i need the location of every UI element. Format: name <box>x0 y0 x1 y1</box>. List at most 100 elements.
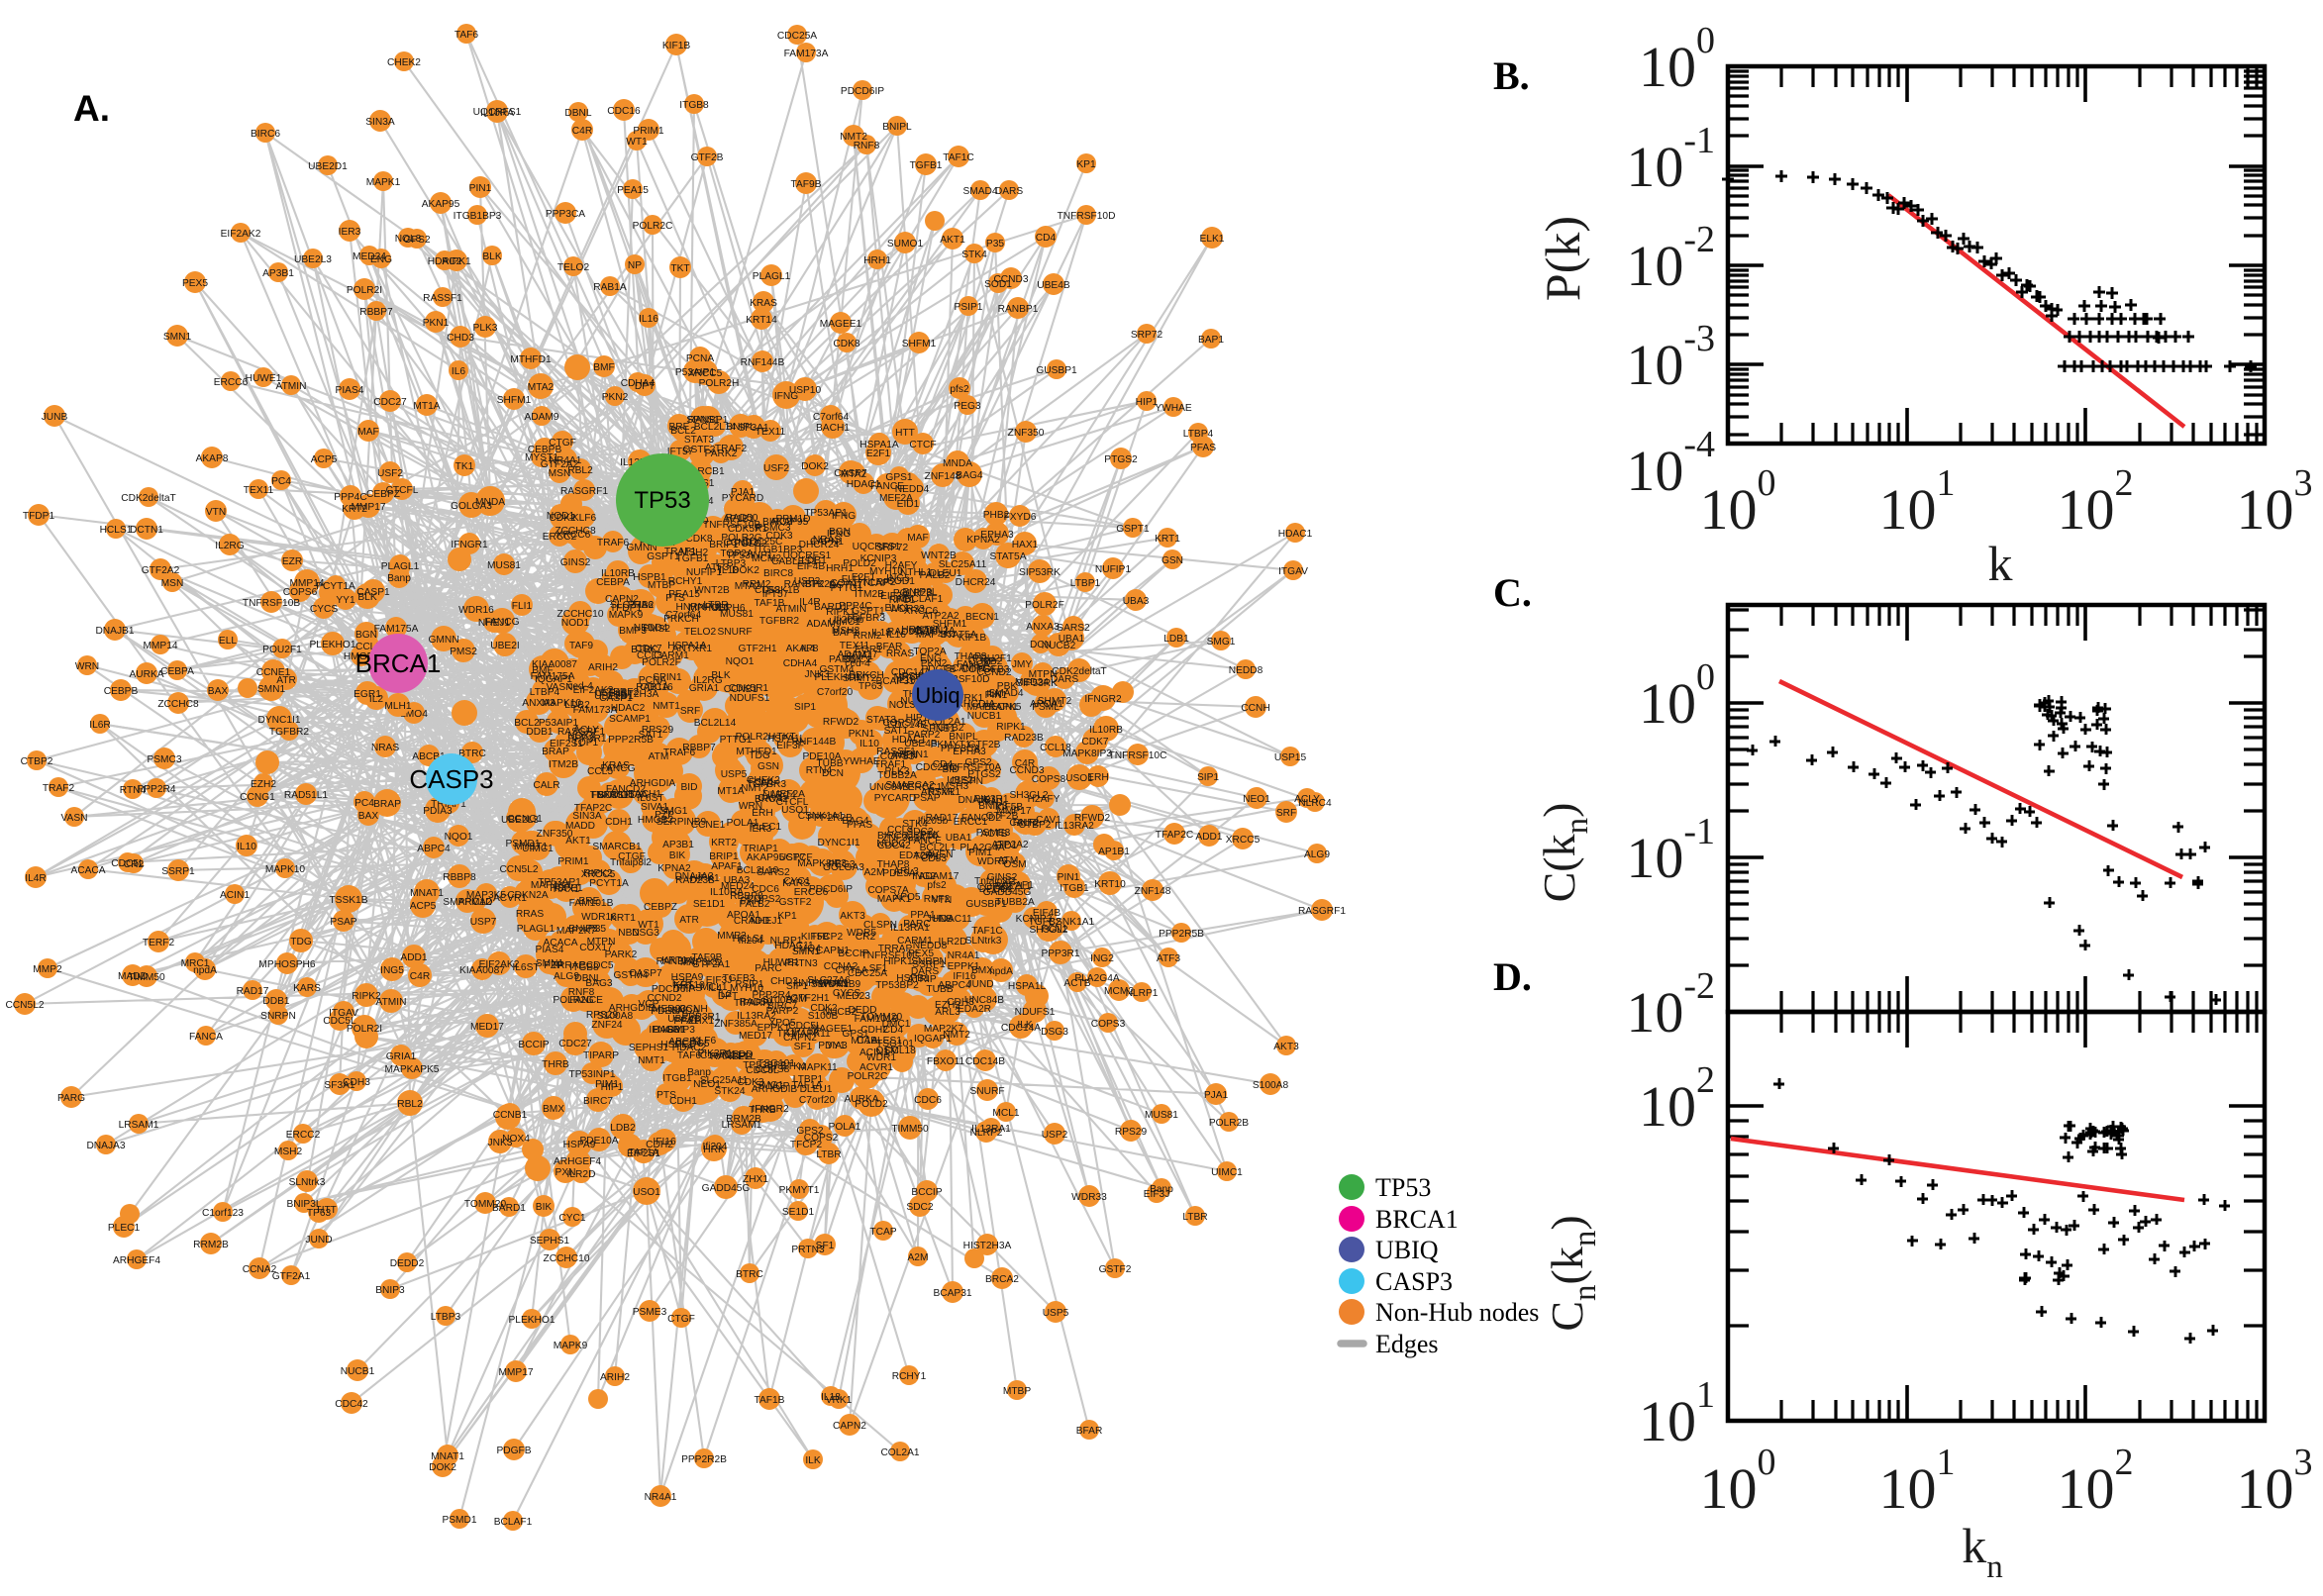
svg-text:GSPT1: GSPT1 <box>1116 524 1150 535</box>
svg-text:CDK8: CDK8 <box>833 339 860 349</box>
svg-text:IL18: IL18 <box>821 1392 841 1403</box>
svg-text:IL6R: IL6R <box>89 720 111 731</box>
svg-text:PKMYT1: PKMYT1 <box>779 1185 820 1196</box>
svg-text:SDC2: SDC2 <box>906 1202 934 1213</box>
svg-text:MED24: MED24 <box>353 251 386 262</box>
svg-text:TSSK1B: TSSK1B <box>329 895 367 906</box>
svg-text:KIAA0087: KIAA0087 <box>459 965 505 976</box>
svg-text:DDB1: DDB1 <box>526 727 554 738</box>
svg-text:C4R: C4R <box>572 126 592 137</box>
svg-text:FAM101B: FAM101B <box>855 1014 899 1025</box>
svg-text:ATF3: ATF3 <box>705 562 729 573</box>
svg-text:NDUFS1: NDUFS1 <box>1015 1007 1056 1018</box>
svg-text:RBL2: RBL2 <box>397 1099 423 1110</box>
svg-text:PPP3R1: PPP3R1 <box>1041 948 1079 959</box>
svg-text:GTF2H1: GTF2H1 <box>790 993 829 1004</box>
svg-text:PRIM1: PRIM1 <box>557 856 588 867</box>
svg-text:PPP2R5B: PPP2R5B <box>608 735 654 746</box>
svg-text:PPP2R5B: PPP2R5B <box>1159 929 1204 940</box>
svg-text:ADD1: ADD1 <box>400 952 428 963</box>
svg-text:OSM: OSM <box>1003 859 1026 870</box>
svg-text:NRAS: NRAS <box>371 743 400 753</box>
svg-text:RRM2B: RRM2B <box>193 1240 229 1250</box>
svg-text:PRIM1: PRIM1 <box>633 126 663 137</box>
svg-text:NP: NP <box>628 260 642 271</box>
svg-text:TIPARP: TIPARP <box>583 1050 619 1061</box>
svg-text:BAX: BAX <box>208 686 229 697</box>
svg-text:PLAGL1: PLAGL1 <box>517 924 556 935</box>
svg-text:USP7: USP7 <box>779 852 806 863</box>
svg-text:TNFRSF10B: TNFRSF10B <box>243 598 301 609</box>
svg-text:MAPK1: MAPK1 <box>366 177 401 188</box>
svg-text:PC4: PC4 <box>271 476 291 487</box>
svg-text:UQCRFS1: UQCRFS1 <box>473 107 522 118</box>
svg-text:PEG3: PEG3 <box>954 401 981 412</box>
svg-text:CHEK2: CHEK2 <box>387 57 421 68</box>
svg-text:PFAS: PFAS <box>1190 443 1216 453</box>
svg-text:TGFBR2: TGFBR2 <box>759 616 800 627</box>
svg-text:UBE2L3: UBE2L3 <box>501 815 539 826</box>
svg-text:WDR33: WDR33 <box>1071 1192 1107 1203</box>
svg-text:BRCA2: BRCA2 <box>755 794 788 805</box>
svg-text:GRIA1: GRIA1 <box>386 1051 417 1062</box>
svg-text:PHB2: PHB2 <box>983 510 1010 521</box>
svg-text:GUSBP1: GUSBP1 <box>965 899 1007 910</box>
svg-text:BID: BID <box>681 782 698 793</box>
svg-text:HSPA1A: HSPA1A <box>859 440 899 450</box>
svg-text:BMP3: BMP3 <box>619 626 647 637</box>
svg-text:BFAR: BFAR <box>1076 1426 1103 1437</box>
svg-text:SE1D1: SE1D1 <box>693 899 726 910</box>
svg-text:IL6ST: IL6ST <box>512 962 539 973</box>
svg-text:CTCFL: CTCFL <box>386 485 419 496</box>
svg-text:NUFIP1: NUFIP1 <box>1095 564 1132 575</box>
svg-text:Ubiq: Ubiq <box>915 683 960 708</box>
svg-text:KRT2: KRT2 <box>342 504 367 515</box>
svg-text:PEA15: PEA15 <box>617 185 649 196</box>
svg-text:NUCB1: NUCB1 <box>341 1366 375 1377</box>
svg-text:CDHA4: CDHA4 <box>783 658 818 669</box>
svg-text:TERF2: TERF2 <box>143 938 175 948</box>
svg-text:CTCF: CTCF <box>909 440 936 450</box>
svg-text:ELL: ELL <box>219 636 237 647</box>
svg-text:HCLS1: HCLS1 <box>733 934 765 945</box>
svg-text:WRN: WRN <box>75 661 99 672</box>
svg-text:SF3A1: SF3A1 <box>324 1080 354 1091</box>
svg-text:COPS6: COPS6 <box>283 587 318 598</box>
svg-text:PIN1: PIN1 <box>1058 872 1080 883</box>
svg-text:MMP14: MMP14 <box>143 641 177 651</box>
svg-text:DSG3: DSG3 <box>1041 1027 1068 1038</box>
svg-text:PBK: PBK <box>997 681 1018 692</box>
svg-text:CTGF: CTGF <box>549 438 576 449</box>
svg-text:PTS: PTS <box>656 1090 676 1101</box>
svg-text:EDA2R: EDA2R <box>958 1004 991 1015</box>
svg-text:MMP2: MMP2 <box>33 964 62 975</box>
svg-text:CDC14B: CDC14B <box>965 1056 1005 1067</box>
svg-text:KIF5B: KIF5B <box>995 802 1024 813</box>
svg-text:D.: D. <box>1493 954 1532 999</box>
svg-text:ABPC4: ABPC4 <box>417 844 451 854</box>
svg-text:SMAD4: SMAD4 <box>962 186 997 197</box>
svg-text:WDR1: WDR1 <box>866 1052 896 1063</box>
svg-text:HIP1: HIP1 <box>1136 397 1159 408</box>
svg-text:CYC1: CYC1 <box>783 876 811 887</box>
svg-text:P35: P35 <box>588 924 606 935</box>
svg-text:LTBR: LTBR <box>1182 1212 1207 1223</box>
svg-text:PPP2R4: PPP2R4 <box>137 784 175 795</box>
svg-text:STK4: STK4 <box>780 1061 806 1072</box>
svg-text:PYCARD: PYCARD <box>874 793 916 804</box>
svg-text:SE1D1: SE1D1 <box>782 1207 815 1218</box>
svg-text:IFNG: IFNG <box>774 391 798 402</box>
svg-text:TIMM50: TIMM50 <box>891 1124 929 1135</box>
svg-text:IL16: IL16 <box>639 314 658 325</box>
svg-text:C7orf64: C7orf64 <box>813 412 850 423</box>
svg-text:BCL2L14: BCL2L14 <box>694 718 737 729</box>
svg-text:CASP1: CASP1 <box>356 587 390 598</box>
svg-text:MAGEE1: MAGEE1 <box>820 319 862 330</box>
svg-text:EZH2: EZH2 <box>251 779 276 790</box>
svg-text:LRSAM1: LRSAM1 <box>722 1120 762 1131</box>
svg-text:TAF6: TAF6 <box>454 30 478 41</box>
svg-text:AP1B1: AP1B1 <box>1098 847 1130 857</box>
svg-text:S100A8: S100A8 <box>1253 1080 1289 1091</box>
svg-text:BIK: BIK <box>536 1202 553 1213</box>
svg-text:GTF2A2: GTF2A2 <box>142 565 180 576</box>
